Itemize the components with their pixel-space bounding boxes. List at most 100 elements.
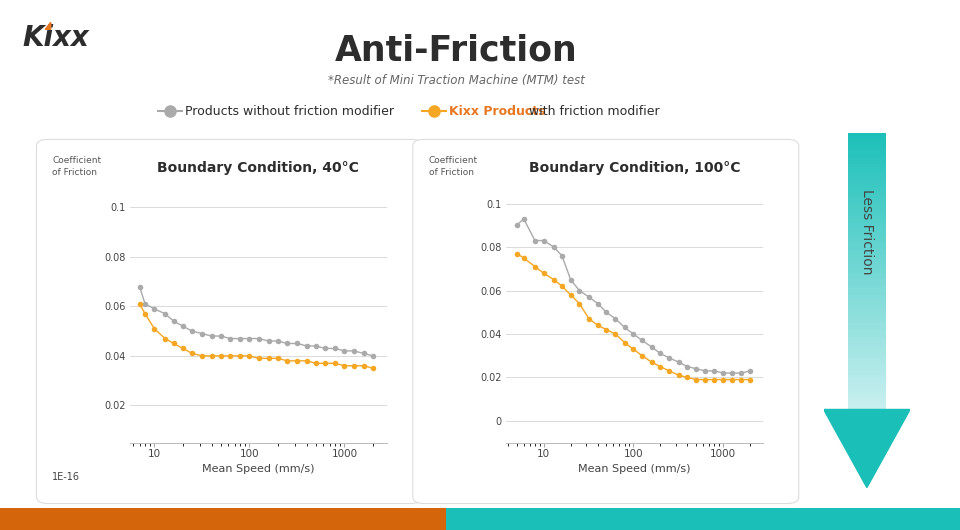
Polygon shape <box>45 22 51 29</box>
Bar <box>848 333 886 337</box>
Bar <box>848 340 886 343</box>
Bar <box>848 302 886 306</box>
Bar <box>848 325 886 330</box>
Bar <box>848 281 886 285</box>
Title: Boundary Condition, 40°C: Boundary Condition, 40°C <box>157 161 359 175</box>
Bar <box>848 388 886 392</box>
Bar <box>848 139 886 143</box>
Bar <box>848 177 886 181</box>
Bar <box>848 357 886 361</box>
Bar <box>848 350 886 354</box>
Bar <box>848 184 886 188</box>
Bar <box>848 347 886 351</box>
Bar <box>848 149 886 153</box>
Bar <box>848 364 886 368</box>
Bar <box>848 360 886 365</box>
Bar <box>848 402 886 406</box>
Bar <box>848 194 886 198</box>
Bar <box>848 173 886 178</box>
Bar <box>848 246 886 250</box>
Bar <box>848 142 886 146</box>
Bar <box>848 170 886 174</box>
Bar <box>848 236 886 240</box>
Bar <box>848 319 886 323</box>
Bar <box>848 273 886 278</box>
Bar <box>848 315 886 320</box>
Bar <box>848 374 886 378</box>
Bar <box>848 205 886 209</box>
Text: Anti-Friction: Anti-Friction <box>335 33 577 67</box>
Bar <box>848 298 886 302</box>
Bar <box>848 215 886 219</box>
Bar <box>848 198 886 202</box>
X-axis label: Mean Speed (mm/s): Mean Speed (mm/s) <box>202 464 315 474</box>
Bar <box>848 132 886 136</box>
Bar <box>848 180 886 184</box>
Bar <box>848 377 886 382</box>
Bar <box>0 508 446 530</box>
Text: Kixx: Kixx <box>23 24 89 52</box>
Bar <box>848 239 886 243</box>
Bar <box>848 211 886 216</box>
Bar <box>848 201 886 205</box>
Text: Coefficient
of Friction: Coefficient of Friction <box>53 156 102 177</box>
Bar <box>848 270 886 275</box>
Bar <box>848 191 886 195</box>
Bar <box>848 267 886 271</box>
Polygon shape <box>824 410 910 488</box>
Bar <box>848 222 886 226</box>
Bar <box>848 229 886 233</box>
Bar <box>848 243 886 247</box>
Text: Products without friction modifier: Products without friction modifier <box>185 105 395 118</box>
Bar <box>848 308 886 313</box>
Text: with friction modifier: with friction modifier <box>525 105 660 118</box>
Bar <box>848 260 886 264</box>
FancyBboxPatch shape <box>36 139 422 504</box>
Bar <box>848 163 886 167</box>
Bar <box>848 250 886 254</box>
Bar <box>848 381 886 385</box>
Text: Coefficient
of Friction: Coefficient of Friction <box>429 156 478 177</box>
X-axis label: Mean Speed (mm/s): Mean Speed (mm/s) <box>578 464 691 474</box>
Bar <box>848 295 886 299</box>
Bar <box>848 354 886 358</box>
Bar <box>848 277 886 281</box>
Bar <box>848 322 886 326</box>
Bar <box>848 305 886 309</box>
Text: 1E-16: 1E-16 <box>53 472 81 482</box>
Bar <box>848 395 886 399</box>
Bar <box>848 263 886 268</box>
Bar <box>848 232 886 236</box>
Bar <box>848 392 886 395</box>
Text: Kixx Products: Kixx Products <box>449 105 546 118</box>
Bar <box>848 253 886 257</box>
Bar <box>848 370 886 375</box>
Bar <box>848 208 886 212</box>
Bar <box>848 336 886 340</box>
Bar <box>848 291 886 295</box>
Bar <box>848 385 886 388</box>
Title: Boundary Condition, 100°C: Boundary Condition, 100°C <box>529 161 740 175</box>
Bar <box>848 187 886 191</box>
Text: *Result of Mini Traction Machine (MTM) test: *Result of Mini Traction Machine (MTM) t… <box>327 74 585 87</box>
Bar <box>848 284 886 288</box>
Bar <box>848 343 886 347</box>
Bar <box>848 225 886 229</box>
Bar <box>848 288 886 292</box>
Bar <box>848 329 886 333</box>
Bar <box>848 312 886 316</box>
Bar <box>848 367 886 372</box>
Bar <box>848 146 886 150</box>
Bar <box>848 135 886 139</box>
Bar <box>848 166 886 171</box>
Bar <box>848 405 886 410</box>
FancyBboxPatch shape <box>413 139 799 504</box>
Bar <box>848 218 886 223</box>
Bar <box>848 160 886 164</box>
Bar <box>848 399 886 403</box>
Bar <box>848 257 886 261</box>
Bar <box>848 153 886 157</box>
Bar <box>848 156 886 160</box>
Bar <box>446 508 960 530</box>
Text: Less Friction: Less Friction <box>860 189 874 275</box>
